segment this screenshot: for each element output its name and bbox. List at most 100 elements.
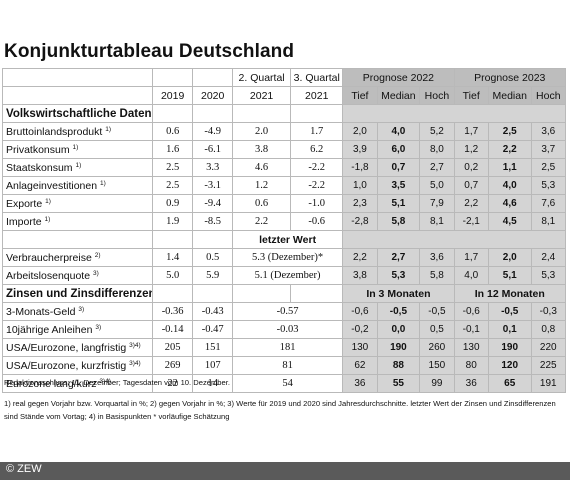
data-row: Arbeitslosenquote 3) 5.0 5.9 5.1 (Dezember)… [2,266,567,285]
sub-col-header: Hoch [530,86,567,105]
value-cell: -0.43 [192,302,233,321]
page-title: Konjunkturtableau Deutschland [4,41,295,62]
footnote-marker: 1) [72,143,79,151]
value-cell: -0.47 [192,320,233,339]
row-label-text: Arbeitslosenquote [6,269,91,282]
forecast-cell: 2,2 [342,248,378,267]
in-12-monaten-header: In 12 Monaten [453,284,567,303]
forecast-cell: 1,0 [342,176,378,195]
row-label-text: Bruttoinlandsprodukt [6,125,103,138]
forecast-cell: 3,5 [376,176,421,195]
blank-cell [290,284,344,303]
economic-table: 2. Quartal 3. Quartal Prognose 2022 Prognos… [2,68,567,393]
footnote-marker: 1) [45,197,51,205]
value-cell: -0.57 [231,302,344,321]
row-label: Privatkonsum 1) [2,140,153,159]
value-cell: 1.9 [151,212,194,231]
forecast-cell: 5,3 [376,266,421,285]
sub-col-header: Tief [453,86,489,105]
value-cell: -2.2 [290,158,344,177]
data-row: Eurozone lang/kurz 3)4) 22 14 54 36 55 99 36 65 1… [2,374,567,393]
forecast-cell: 88 [376,356,421,375]
forecast-cell: -2,8 [342,212,378,231]
row-label-text: Exporte [6,197,43,210]
data-row: USA/Eurozone, langfristig 3)4) 205 151 181 1… [2,338,567,357]
blank-cell [342,230,566,249]
forecast-cell: 80 [453,356,489,375]
forecast-cell: 260 [419,338,455,357]
forecast-cell: 2,7 [376,248,421,267]
forecast-cell: 99 [419,374,455,393]
value-cell: 6.2 [290,140,344,159]
value-cell: 107 [192,356,233,375]
value-cell: 1.6 [151,140,194,159]
forecast-cell: 5,0 [419,176,455,195]
value-cell: 2.0 [231,122,292,141]
blank-cell [151,104,194,123]
value-cell: 3.8 [231,140,292,159]
forecast-cell: 5,8 [376,212,421,231]
value-cell: -9.4 [192,194,233,213]
value-cell: 22 [151,374,194,393]
forecast-cell: 130 [342,338,378,357]
blank-cell [151,68,194,87]
data-row: 3-Monats-Geld 3) -0.36 -0.43 -0.57 -0,6 -0,5-… [2,302,567,321]
forecast-cell: 3,7 [530,140,567,159]
forecast-cell: -0,2 [342,320,378,339]
row-label-text: Privatkonsum [6,143,70,156]
value-cell: 5.0 [151,266,194,285]
row-label: Anlageinvestitionen 1) [2,176,153,195]
data-row: 10jährige Anleihen 3) -0.14 -0.47 -0.03 -0,2… [2,320,567,339]
value-cell: 0.5 [192,248,233,267]
blank-cell [2,230,153,249]
value-cell: 1.4 [151,248,194,267]
forecast-cell: 2,5 [530,158,567,177]
value-cell: 1.7 [290,122,344,141]
data-row: Exporte 1) 0.9 -9.4 0.6 -1.0 2,3 5,1 7,9 2,2 4,6 7… [2,194,567,213]
blank-cell [342,104,566,123]
footnote-marker: 3) [95,323,102,331]
footnote-marker: 1) [100,179,106,187]
section-row: Volkswirtschaftliche Daten [2,104,566,123]
forecast-cell: -0,6 [342,302,378,321]
section-row: Zinsen und Zinsdifferenzen In 3 Monaten In… [2,284,567,303]
value-cell: 2.5 [151,176,194,195]
value-cell: -6.1 [192,140,233,159]
row-label: Eurozone lang/kurz 3)4) [2,374,153,393]
footnote-marker: 3) [92,269,99,277]
row-label-text: 3-Monats-Geld [6,305,76,318]
forecast-cell: -0,5 [419,302,455,321]
value-cell: 0.9 [151,194,194,213]
forecast-cell: 7,6 [530,194,567,213]
forecast-cell: 1,1 [487,158,532,177]
forecast-cell: 65 [487,374,532,393]
row-label: USA/Eurozone, kurzfristig 3)4) [2,356,153,375]
data-row: USA/Eurozone, kurzfristig 3)4) 269 107 81 62… [2,356,567,375]
notes: Redaktionsschluss: 11. Dezember; Tagesda… [4,376,566,423]
forecast-cell: 4,5 [487,212,532,231]
data-row: Staatskonsum 1) 2.5 3.3 4.6 -2.2 -1,8 0,7 2,7 0,… [2,158,567,177]
forecast-cell: 2,0 [487,248,532,267]
blank-cell [192,104,233,123]
blank-cell [151,230,194,249]
row-label-text: Verbraucherpreise [6,251,92,264]
blank-cell [231,284,292,303]
row-label: 10jährige Anleihen 3) [2,320,153,339]
header-row: 2019 2020 2021 2021 Tief Median Hoch Tief Median… [2,86,567,105]
row-label: Importe 1) [2,212,153,231]
letzter-wert-header: letzter Wert [231,230,344,249]
row-label-text: 10jährige Anleihen [6,323,93,336]
forecast-cell: 4,6 [487,194,532,213]
forecast-cell: -0,3 [530,302,567,321]
forecast-cell: 0,1 [487,320,532,339]
row-label: 3-Monats-Geld 3) [2,302,153,321]
forecast-cell: 150 [419,356,455,375]
value-cell: 4.6 [231,158,292,177]
table-body: 2. Quartal 3. Quartal Prognose 2022 Prognos… [2,68,567,393]
data-row: Bruttoinlandsprodukt 1) 0.6 -4.9 2.0 1.7 2,0 4… [2,122,567,141]
corner-cell [2,68,153,87]
footnote-marker: 3)4) [99,377,111,385]
value-cell: 5.3 (Dezember)* [231,248,344,267]
row-label-text: Anlageinvestitionen [6,179,98,192]
row-label: Verbraucherpreise 2) [2,248,153,267]
